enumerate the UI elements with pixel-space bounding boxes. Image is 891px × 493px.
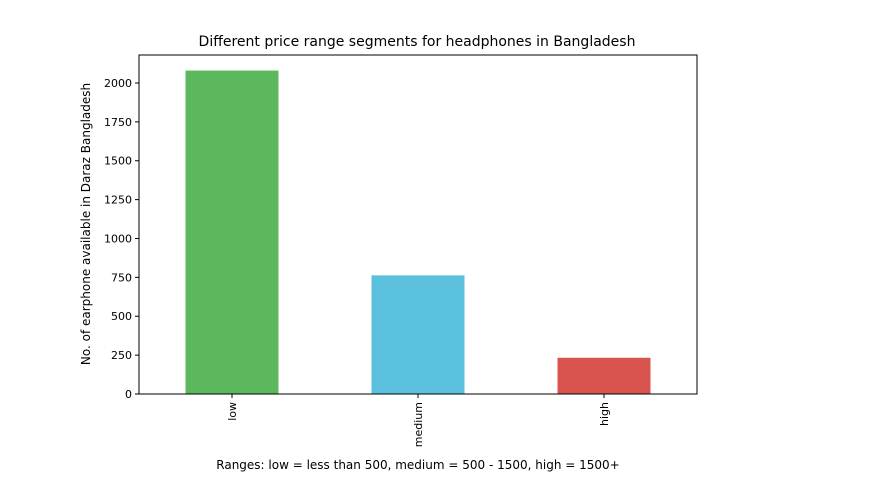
- bar-low: [185, 70, 279, 394]
- plot-area: [138, 54, 698, 395]
- y-tick-label: 1000: [104, 232, 132, 245]
- y-tick-label: 1250: [104, 194, 132, 207]
- x-tick-label: low: [226, 402, 239, 421]
- x-tick-label: medium: [412, 402, 425, 447]
- y-tick-label: 1750: [104, 116, 132, 129]
- y-tick-label: 1500: [104, 155, 132, 168]
- x-tick-label: high: [598, 402, 611, 426]
- bar-high: [557, 357, 651, 394]
- y-tick-label: 750: [111, 271, 132, 284]
- y-tick-label: 250: [111, 349, 132, 362]
- y-tick-label: 0: [125, 388, 132, 401]
- chart-title: Different price range segments for headp…: [199, 34, 636, 50]
- y-axis-label: No. of earphone available in Daraz Bangl…: [79, 83, 93, 365]
- x-axis: low medium high: [226, 394, 611, 447]
- y-axis: 0 250 500 750 1000 1250 1500 1750 2000: [104, 77, 139, 401]
- y-tick-label: 2000: [104, 77, 132, 90]
- bar-medium: [371, 275, 465, 394]
- x-axis-label: Ranges: low = less than 500, medium = 50…: [216, 458, 619, 472]
- y-tick-label: 500: [111, 310, 132, 323]
